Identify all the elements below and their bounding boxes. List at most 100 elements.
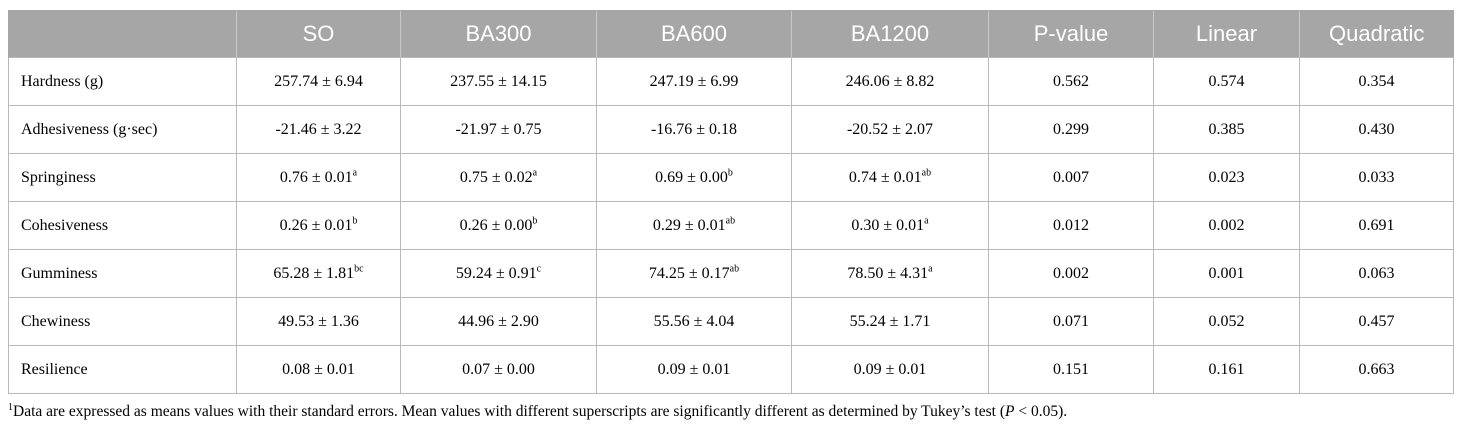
cell-value: 247.19 ± 6.99 [649,72,739,90]
column-header: BA1200 [791,10,989,58]
footnote-text-before: Data are expressed as means values with … [13,403,1005,420]
table-cell: 0.76 ± 0.01a [236,153,401,202]
table-cell: 0.007 [988,153,1154,202]
row-label: Gumminess [8,249,237,298]
cell-value: 0.75 ± 0.02 [459,168,533,186]
column-header: BA600 [596,10,792,58]
table-cell: 0.26 ± 0.01b [236,201,401,250]
table-cell: 0.151 [988,345,1154,394]
table-row: Resilience 0.08 ± 0.01 0.07 ± 0.00 0.09 ± 0… [8,345,1454,394]
cell-value: 0.09 ± 0.01 [657,360,731,378]
cell-value: 246.06 ± 8.82 [845,72,935,90]
table-row: Chewiness 49.53 ± 1.36 44.96 ± 2.90 55.56 ±… [8,297,1454,346]
cell-value: -16.76 ± 0.18 [650,120,738,138]
table-cell: 0.023 [1153,153,1300,202]
table-cell: 0.74 ± 0.01ab [791,153,989,202]
cell-value: 237.55 ± 14.15 [450,72,547,90]
table-cell: 0.071 [988,297,1154,346]
table-cell: 247.19 ± 6.99 [596,57,792,106]
table-cell: 237.55 ± 14.15 [400,57,597,106]
column-header: BA300 [400,10,597,58]
cell-value: 0.151 [1053,360,1089,378]
table-cell: 0.663 [1299,345,1454,394]
table-cell: 74.25 ± 0.17ab [596,249,792,298]
significance-superscript: c [536,263,542,275]
table-cell: 0.385 [1153,105,1300,154]
cell-value: 0.161 [1208,360,1245,378]
table-body: Hardness (g) 257.74 ± 6.94 237.55 ± 14.15 2… [8,57,1454,394]
significance-superscript: ab [921,167,932,179]
column-header: SO [236,10,401,58]
significance-superscript: b [532,215,538,227]
cell-value: -21.97 ± 0.75 [455,120,542,138]
cell-value: 0.385 [1208,120,1245,138]
column-header: Quadratic [1299,10,1454,58]
data-table-container: SO BA300 BA600 BA1200 P-value Linear Quadratic… [8,10,1454,394]
table-cell: 0.002 [1153,201,1300,250]
table-cell: 0.69 ± 0.00b [596,153,792,202]
table-cell: 0.299 [988,105,1154,154]
cell-value: 0.26 ± 0.01 [279,216,353,234]
table-cell: -16.76 ± 0.18 [596,105,792,154]
row-label: Resilience [8,345,237,394]
table-cell: 55.24 ± 1.71 [791,297,989,346]
footnote-text-after: < 0.05). [1014,403,1068,420]
footnote-p-symbol: P [1005,403,1015,420]
row-label: Chewiness [8,297,237,346]
table-cell: 44.96 ± 2.90 [400,297,597,346]
cell-value: 0.033 [1358,168,1395,186]
cell-value: 0.052 [1208,312,1245,330]
cell-value: 0.001 [1208,264,1245,282]
cell-value: 0.663 [1358,360,1395,378]
table-footnote: 1Data are expressed as means values with… [8,402,1453,421]
table-cell: 0.09 ± 0.01 [596,345,792,394]
cell-value: 0.69 ± 0.00 [655,168,728,186]
table-cell: 0.09 ± 0.01 [791,345,989,394]
table-cell: 0.26 ± 0.00b [400,201,597,250]
table-cell: 0.002 [988,249,1154,298]
table-cell: 0.08 ± 0.01 [236,345,401,394]
table-cell: 0.691 [1299,201,1454,250]
table-cell: 0.052 [1153,297,1300,346]
row-label: Hardness (g) [8,57,237,106]
table-cell: 0.001 [1153,249,1300,298]
column-header: Linear [1153,10,1300,58]
table-cell: 0.07 ± 0.00 [400,345,597,394]
cell-value: 55.24 ± 1.71 [849,312,931,330]
cell-value: 65.28 ± 1.81 [273,264,355,282]
cell-value: 74.25 ± 0.17 [648,264,730,282]
table-cell: 59.24 ± 0.91c [400,249,597,298]
cell-value: 0.30 ± 0.01 [851,216,925,234]
table-cell: 257.74 ± 6.94 [236,57,401,106]
cell-value: 0.76 ± 0.01 [279,168,353,186]
table-cell: 246.06 ± 8.82 [791,57,989,106]
column-header: P-value [988,10,1154,58]
table-cell: -21.97 ± 0.75 [400,105,597,154]
table-cell: 0.430 [1299,105,1454,154]
significance-superscript: b [352,215,358,227]
row-label: Cohesiveness [8,201,237,250]
table-cell: 0.012 [988,201,1154,250]
cell-value: 257.74 ± 6.94 [274,72,363,90]
cell-value: 0.74 ± 0.01 [848,168,922,186]
table-cell: 65.28 ± 1.81bc [236,249,401,298]
table-row: Gumminess 65.28 ± 1.81bc 59.24 ± 0.91c 74.2… [8,249,1454,298]
table-row: Cohesiveness 0.26 ± 0.01b 0.26 ± 0.00b 0.29… [8,201,1454,250]
table-row: Hardness (g) 257.74 ± 6.94 237.55 ± 14.15 2… [8,57,1454,106]
table-cell: 0.30 ± 0.01a [791,201,989,250]
cell-value: 0.071 [1053,312,1089,330]
cell-value: 49.53 ± 1.36 [278,312,359,330]
cell-value: 0.023 [1208,168,1245,186]
table-cell: 0.574 [1153,57,1300,106]
cell-value: 0.26 ± 0.00 [459,216,533,234]
cell-value: -20.52 ± 2.07 [846,120,934,138]
table-cell: 78.50 ± 4.31a [791,249,989,298]
header-row: SO BA300 BA600 BA1200 P-value Linear Quadratic [8,10,1454,58]
table-cell: 49.53 ± 1.36 [236,297,401,346]
row-label: Adhesiveness (g·sec) [8,105,237,154]
cell-value: 0.430 [1358,120,1395,138]
texture-profile-table: SO BA300 BA600 BA1200 P-value Linear Quadratic… [8,10,1454,394]
row-label: Springiness [8,153,237,202]
cell-value: 59.24 ± 0.91 [455,264,537,282]
table-row: Adhesiveness (g·sec) -21.46 ± 3.22 -21.97 … [8,105,1454,154]
